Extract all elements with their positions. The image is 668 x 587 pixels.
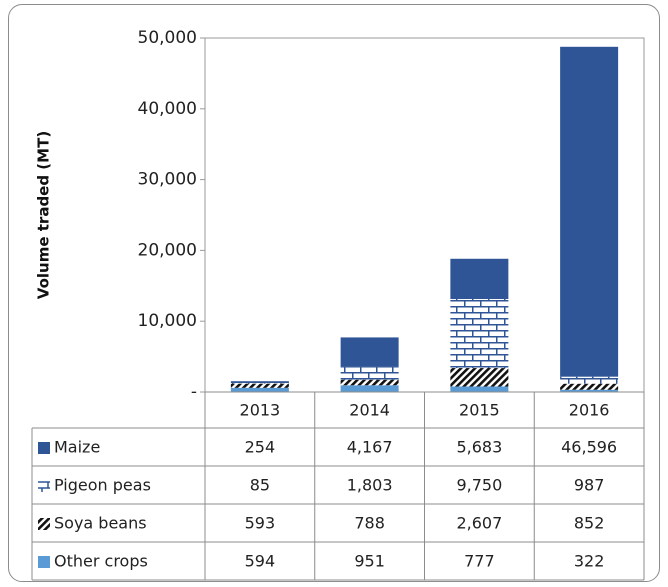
y-axis-label: Volume traded (MT) bbox=[35, 131, 53, 299]
data-label: 322 bbox=[574, 552, 605, 571]
legend-key-soya-beans bbox=[38, 518, 50, 530]
y-tick-label: 50,000 bbox=[138, 28, 197, 48]
legend-label-maize: Maize bbox=[54, 438, 100, 457]
bar-other-crops-2014 bbox=[340, 385, 399, 392]
data-label: 85 bbox=[250, 476, 270, 495]
bar-maize-2013 bbox=[230, 381, 289, 383]
legend-label-other-crops: Other crops bbox=[54, 552, 148, 571]
chart-frame bbox=[8, 4, 660, 582]
y-tick-label: 10,000 bbox=[138, 311, 197, 331]
x-tick-label-2015: 2015 bbox=[459, 401, 500, 420]
y-tick-label: - bbox=[191, 382, 197, 402]
data-label: 9,750 bbox=[456, 476, 502, 495]
data-label: 1,803 bbox=[347, 476, 393, 495]
data-label: 46,596 bbox=[561, 438, 617, 457]
x-tick-label-2013: 2013 bbox=[240, 401, 281, 420]
legend-key-maize bbox=[38, 442, 50, 454]
bar-soya-beans-2013 bbox=[230, 383, 289, 388]
bar-other-crops-2013 bbox=[230, 387, 289, 392]
bar-pigeon-peas-2015 bbox=[450, 299, 509, 369]
bar-soya-beans-2016 bbox=[560, 383, 619, 390]
legend-label-pigeon-peas: Pigeon peas bbox=[54, 476, 151, 495]
data-label: 777 bbox=[464, 552, 495, 571]
data-label: 254 bbox=[245, 438, 276, 457]
bar-other-crops-2016 bbox=[560, 389, 619, 392]
bar-pigeon-peas-2014 bbox=[340, 366, 399, 380]
bar-maize-2016 bbox=[560, 46, 619, 377]
bar-maize-2015 bbox=[450, 258, 509, 300]
legend-label-soya-beans: Soya beans bbox=[54, 514, 147, 533]
y-tick-label: 20,000 bbox=[138, 240, 197, 260]
y-tick-label: 40,000 bbox=[138, 99, 197, 119]
data-label: 4,167 bbox=[347, 438, 393, 457]
legend-key-pigeon-peas bbox=[38, 481, 50, 492]
y-tick-label: 30,000 bbox=[138, 170, 197, 190]
bar-soya-beans-2014 bbox=[340, 379, 399, 386]
data-label: 2,607 bbox=[456, 514, 502, 533]
data-label: 5,683 bbox=[456, 438, 502, 457]
legend-key-other-crops bbox=[38, 556, 50, 568]
data-label: 594 bbox=[245, 552, 276, 571]
data-label: 788 bbox=[354, 514, 385, 533]
bar-soya-beans-2015 bbox=[450, 368, 509, 387]
data-label: 987 bbox=[574, 476, 605, 495]
x-tick-label-2014: 2014 bbox=[349, 401, 390, 420]
bar-pigeon-peas-2013 bbox=[230, 382, 289, 384]
data-label: 852 bbox=[574, 514, 605, 533]
bar-maize-2014 bbox=[340, 337, 399, 367]
bar-other-crops-2015 bbox=[450, 386, 509, 392]
data-label: 593 bbox=[245, 514, 276, 533]
x-tick-label-2016: 2016 bbox=[569, 401, 610, 420]
data-label: 951 bbox=[354, 552, 385, 571]
bar-pigeon-peas-2016 bbox=[560, 376, 619, 384]
